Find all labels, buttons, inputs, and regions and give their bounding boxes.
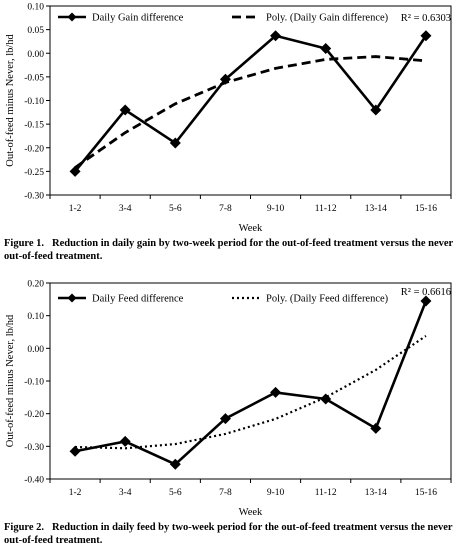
- x-axis-title: Week: [239, 507, 263, 517]
- chart-figure-1: 0.10 0.05 0.00 -0.05 -0.10 -0.15 -0.20 -0.25 -0.…: [5, 3, 452, 232]
- y-tick-label: -0.20: [24, 144, 44, 154]
- trend-line: [74, 55, 427, 169]
- data-point-marker: [119, 104, 131, 116]
- legend-label-trend: Poly. (Daily Feed difference): [266, 294, 389, 305]
- r-squared-label: R² = 0.6303: [401, 13, 451, 24]
- legend-label-data: Daily Feed difference: [92, 294, 184, 305]
- data-point-marker: [270, 386, 282, 398]
- y-tick-label: -0.15: [24, 121, 44, 131]
- y-tick-label: -0.05: [24, 73, 44, 83]
- figure-1-caption: Figure 1. Reduction in daily gain by two-…: [4, 237, 462, 263]
- y-tick-label: 0.05: [27, 26, 44, 36]
- data-point-marker: [69, 165, 81, 177]
- series-line: [74, 300, 428, 466]
- x-tick-label: 9-10: [267, 488, 285, 498]
- legend-swatch-marker: [67, 293, 77, 303]
- y-tick-label: -0.25: [24, 168, 44, 178]
- y-tick-label: -0.30: [24, 443, 44, 453]
- x-tick-label: 7-8: [219, 488, 232, 498]
- series-line: [74, 34, 428, 173]
- y-tick-label: -0.10: [24, 378, 44, 388]
- data-point-marker: [370, 422, 382, 434]
- data-point-marker: [119, 435, 131, 447]
- data-point-marker: [169, 137, 181, 149]
- chart-figure-2: 0.20 0.10 0.00 -0.10 -0.20 -0.30 -0.40 1-2 3-4 5-…: [5, 280, 452, 517]
- data-point-marker: [270, 30, 282, 42]
- x-tick-label: 1-2: [69, 204, 82, 214]
- figure-1-caption-text: Reduction in daily gain by two-week peri…: [4, 238, 453, 262]
- trend-line: [75, 335, 427, 450]
- y-tick-label: 0.00: [27, 50, 44, 60]
- y-tick-label: -0.40: [24, 476, 44, 486]
- x-tick-label: 5-6: [169, 204, 182, 214]
- data-point-marker: [370, 104, 382, 116]
- y-tick-label: 0.20: [27, 280, 44, 290]
- y-tick-label: -0.10: [24, 97, 44, 107]
- x-tick-label: 1-2: [69, 488, 82, 498]
- x-tick-label: 11-12: [315, 488, 337, 498]
- data-point-marker: [420, 30, 432, 42]
- plot-area: [49, 5, 452, 196]
- x-tick-label: 13-14: [365, 488, 387, 498]
- x-axis-title: Week: [239, 223, 263, 232]
- data-point-marker: [69, 445, 81, 457]
- y-axis-title: Out-of-feed minus Never, lb/hd: [5, 33, 16, 166]
- data-point-marker: [219, 73, 231, 85]
- y-tick-label: -0.30: [24, 192, 44, 202]
- x-tick-label: 3-4: [119, 488, 132, 498]
- y-axis-title: Out-of-feed minus Never, lb/hd: [5, 314, 16, 447]
- figure-2-number: Figure 2.: [4, 522, 45, 533]
- data-point-marker: [169, 458, 181, 470]
- x-tick-label: 15-16: [415, 488, 437, 498]
- y-tick-label: 0.00: [27, 345, 44, 355]
- figure-2-caption-text: Reduction in daily feed by two-week peri…: [4, 522, 453, 546]
- plot-area: [49, 282, 452, 480]
- y-tick-label: 0.10: [27, 3, 44, 13]
- figure-2-caption: Figure 2. Reduction in daily feed by two-…: [4, 521, 462, 547]
- x-tick-label: 7-8: [219, 204, 232, 214]
- x-tick-label: 13-14: [365, 204, 387, 214]
- figure-1-number: Figure 1.: [4, 238, 45, 249]
- x-tick-label: 3-4: [119, 204, 132, 214]
- r-squared-label: R² = 0.6616: [401, 287, 451, 298]
- legend-swatch-marker: [67, 12, 77, 22]
- x-tick-label: 15-16: [415, 204, 437, 214]
- data-point-marker: [320, 43, 332, 55]
- legend-label-trend: Poly. (Daily Gain difference): [266, 13, 389, 24]
- x-tick-label: 5-6: [169, 488, 182, 498]
- legend-label-data: Daily Gain difference: [92, 13, 184, 24]
- y-tick-label: 0.10: [27, 312, 44, 322]
- data-point-marker: [320, 393, 332, 405]
- x-tick-label: 9-10: [267, 204, 285, 214]
- y-tick-label: -0.20: [24, 410, 44, 420]
- data-point-marker: [219, 413, 231, 425]
- data-point-marker: [420, 295, 432, 307]
- x-tick-label: 11-12: [315, 204, 337, 214]
